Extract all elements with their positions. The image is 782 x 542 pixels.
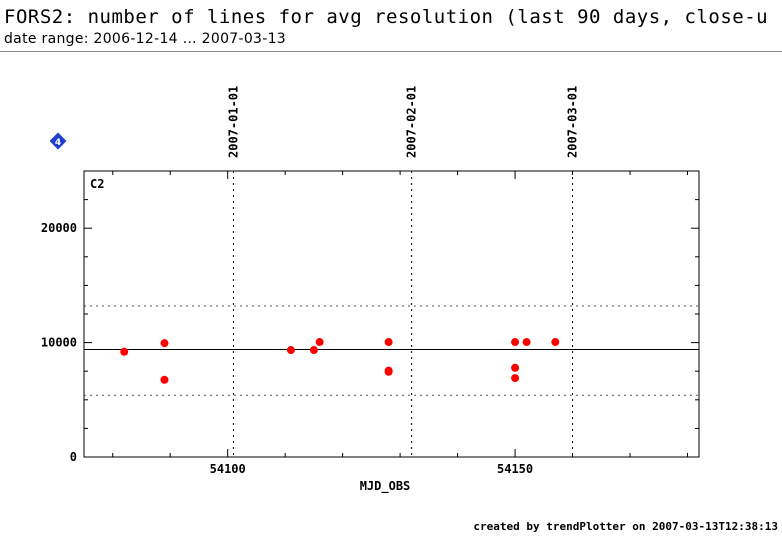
page-title: FORS2: number of lines for avg resolutio… (4, 6, 769, 28)
data-point (160, 375, 169, 384)
badge-label: 4 (55, 138, 61, 148)
data-point (309, 346, 318, 355)
header-divider (0, 51, 782, 52)
data-point (511, 363, 520, 372)
date-marker-label: 2007-03-01 (566, 86, 580, 158)
x-axis-label: MJD_OBS (360, 479, 411, 494)
data-point (511, 338, 520, 347)
footer-credit: created by trendPlotter on 2007-03-13T12… (473, 520, 778, 533)
plot-frame (83, 170, 700, 458)
plot-frame-rect (83, 170, 700, 458)
panel-label: C2 (90, 177, 104, 191)
date-marker-label: 2007-01-01 (226, 86, 240, 158)
data-point (160, 339, 169, 348)
axis-ticks: 0 10000 20000 54100 54150 (41, 170, 699, 476)
x-tick-label: 54100 (210, 462, 246, 476)
data-point (511, 374, 520, 383)
y-tick-label: 10000 (41, 336, 77, 350)
date-marker-lines: 2007-01-01 2007-02-01 2007-03-01 (226, 86, 580, 457)
data-point (551, 338, 560, 347)
data-point (315, 338, 324, 347)
data-point (522, 338, 531, 347)
data-point (384, 338, 393, 347)
data-point (286, 346, 295, 355)
date-marker-label: 2007-02-01 (405, 86, 419, 158)
data-point (120, 347, 129, 356)
status-badge: 4 (49, 132, 67, 150)
y-tick-label: 0 (70, 450, 77, 464)
reference-lines (84, 305, 699, 396)
data-point (384, 366, 393, 375)
data-points (120, 338, 560, 384)
date-range-subtitle: date range: 2006-12-14 … 2007-03-13 (4, 31, 287, 47)
x-tick-label: 54150 (497, 462, 533, 476)
y-tick-label: 20000 (41, 221, 77, 235)
